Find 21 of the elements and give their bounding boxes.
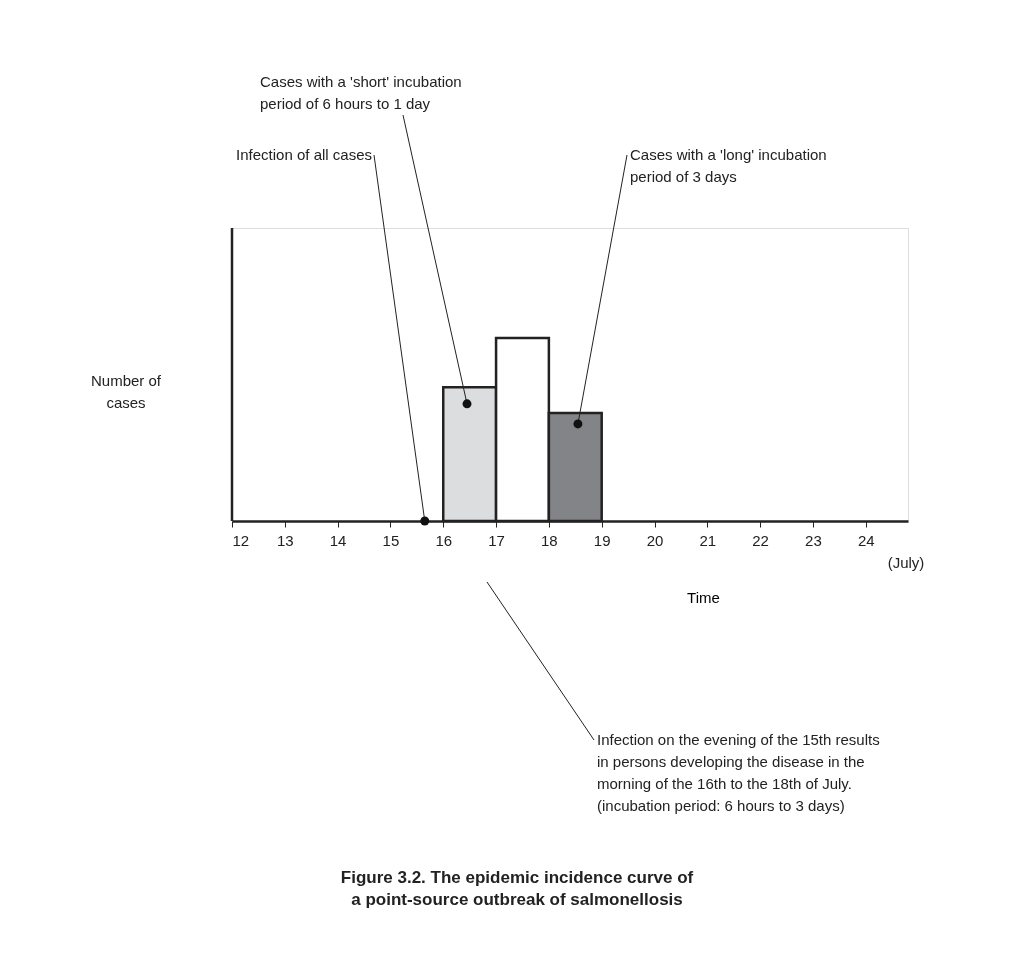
x-tick-label: 23 — [805, 531, 822, 549]
y-axis-title: Number of cases — [90, 372, 162, 411]
annotation: Cases with a 'short' incubation period of 6 hours to 1 day — [260, 73, 462, 112]
x-tick-label: 13 — [276, 531, 294, 549]
x-tick-label: 14 — [329, 531, 347, 549]
x-tick-label: 22 — [752, 531, 769, 549]
x-tick-label: 19 — [593, 531, 611, 549]
x-tick-label: 16 — [435, 531, 453, 549]
x-tick-label: 20 — [646, 531, 664, 549]
x-axis-title: Time — [687, 588, 720, 606]
text: Infection on the evening of the 15th results in persons developing the disease in the morning of the 16th to the 18th of July. (incubation period: 6 hours to 3 days) — [597, 731, 880, 814]
annotation: Cases with a 'long' incubation period of 3 days — [630, 146, 827, 185]
annotation: Infection of all cases — [236, 146, 372, 163]
x-tick-label: 21 — [699, 531, 717, 549]
x-tick-label: 17 — [488, 531, 505, 549]
x-tick-label: 15 — [382, 531, 400, 549]
text: (July) — [887, 554, 925, 571]
text: Figure 3.2. The epidemic incidence curve of a point-source outbreak of salmonellosis — [340, 868, 694, 909]
x-tick-label: 18 — [541, 531, 558, 549]
x-tick-label: 24 — [857, 531, 875, 549]
x-tick-label: 12 — [232, 531, 250, 549]
